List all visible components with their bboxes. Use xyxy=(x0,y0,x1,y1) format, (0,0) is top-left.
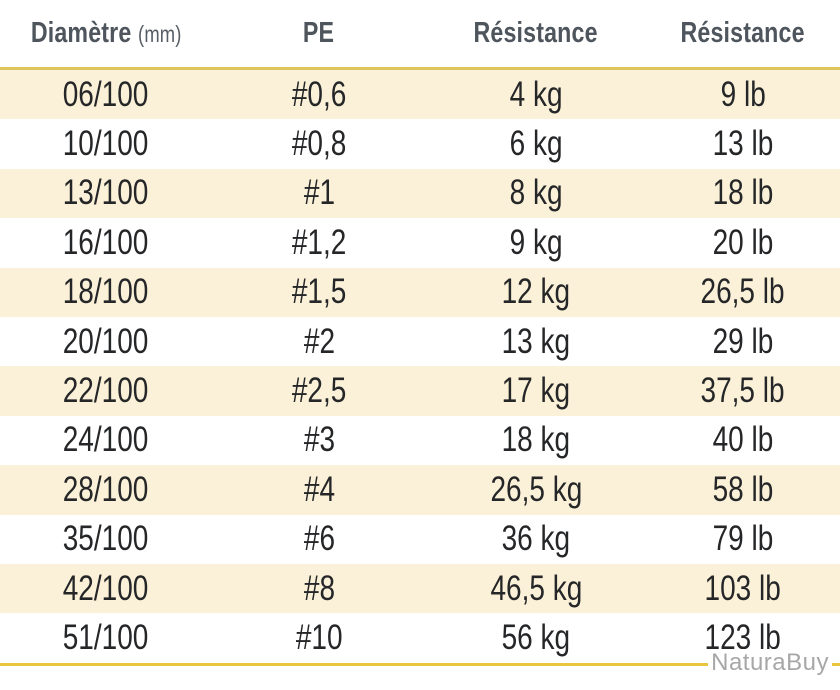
cell-diametre: 51/100 xyxy=(63,617,149,657)
table-row: 42/100 #8 46,5 kg 103 lb xyxy=(0,563,840,614)
cell-resistance-lb: 18 lb xyxy=(712,173,774,213)
cell-pe: #1,5 xyxy=(291,272,347,312)
header-rule-line xyxy=(0,67,840,70)
cell-pe: #0,6 xyxy=(291,74,347,114)
cell-pe: #2 xyxy=(303,321,335,361)
cell-diametre: 16/100 xyxy=(63,222,149,262)
table-row: 16/100 #1,2 9 kg 20 lb xyxy=(0,218,840,268)
table-body: 06/100 #0,6 4 kg 9 lb 10/100 #0,8 6 kg 1… xyxy=(0,70,840,663)
cell-diametre: 18/100 xyxy=(63,272,149,312)
cell-pe: #3 xyxy=(303,420,335,460)
cell-resistance-kg: 36 kg xyxy=(501,519,571,559)
cell-diametre: 35/100 xyxy=(63,519,149,559)
column-header-diametre-unit: (mm) xyxy=(137,21,182,47)
column-header-resistance-lb: Résistance xyxy=(680,17,806,49)
cell-resistance-kg: 13 kg xyxy=(501,321,571,361)
cell-resistance-kg: 18 kg xyxy=(501,420,571,460)
cell-diametre: 22/100 xyxy=(63,371,149,411)
table-row: 10/100 #0,8 6 kg 13 lb xyxy=(0,119,840,169)
table-row: 20/100 #2 13 kg 29 lb xyxy=(0,316,840,367)
cell-resistance-kg: 4 kg xyxy=(509,74,563,114)
cell-resistance-lb: 40 lb xyxy=(712,420,774,460)
cell-resistance-kg: 17 kg xyxy=(501,371,571,411)
cell-resistance-lb: 9 lb xyxy=(720,74,766,114)
table-header-row: Diamètre (mm) PE Résistance Résistance xyxy=(0,0,840,67)
cell-resistance-lb: 20 lb xyxy=(712,222,774,262)
cell-resistance-lb: 37,5 lb xyxy=(700,371,786,411)
cell-diametre: 13/100 xyxy=(63,173,149,213)
cell-pe: #6 xyxy=(303,519,335,559)
table-row: 35/100 #6 36 kg 79 lb xyxy=(0,514,840,564)
table-row: 51/100 #10 56 kg 123 lb xyxy=(0,613,840,663)
column-header-pe: PE xyxy=(303,17,335,49)
naturabuy-watermark: NaturaBuy xyxy=(708,648,832,676)
cell-resistance-kg: 26,5 kg xyxy=(490,469,582,509)
cell-pe: #0,8 xyxy=(291,124,347,164)
cell-resistance-lb: 13 lb xyxy=(712,124,774,164)
cell-pe: #4 xyxy=(303,469,335,509)
cell-diametre: 10/100 xyxy=(63,124,149,164)
cell-resistance-lb: 29 lb xyxy=(712,321,774,361)
cell-resistance-kg: 56 kg xyxy=(501,617,571,657)
cell-resistance-kg: 46,5 kg xyxy=(490,568,582,608)
table-row: 22/100 #2,5 17 kg 37,5 lb xyxy=(0,366,840,416)
cell-pe: #8 xyxy=(303,568,335,608)
table-row: 28/100 #4 26,5 kg 58 lb xyxy=(0,465,840,515)
cell-diametre: 24/100 xyxy=(63,420,149,460)
cell-diametre: 28/100 xyxy=(63,469,149,509)
cell-pe: #2,5 xyxy=(291,371,347,411)
cell-resistance-kg: 6 kg xyxy=(509,124,563,164)
cell-pe: #1,2 xyxy=(291,222,347,262)
bottom-rule-line: NaturaBuy xyxy=(0,648,840,676)
column-header-resistance-kg: Résistance xyxy=(473,17,599,49)
column-header-diametre-label: Diamètre xyxy=(30,17,132,49)
cell-resistance-lb: 58 lb xyxy=(712,469,774,509)
column-header-diametre: Diamètre (mm) xyxy=(0,17,212,50)
cell-resistance-kg: 9 kg xyxy=(509,222,563,262)
table-row: 18/100 #1,5 12 kg 26,5 lb xyxy=(0,267,840,317)
cell-diametre: 42/100 xyxy=(63,568,149,608)
cell-diametre: 06/100 xyxy=(63,74,149,114)
cell-resistance-kg: 8 kg xyxy=(509,173,563,213)
cell-resistance-lb: 26,5 lb xyxy=(700,272,786,312)
cell-pe: #10 xyxy=(295,617,343,657)
cell-resistance-lb: 79 lb xyxy=(712,519,774,559)
cell-resistance-kg: 12 kg xyxy=(501,272,571,312)
table-row: 06/100 #0,6 4 kg 9 lb xyxy=(0,70,840,120)
cell-diametre: 20/100 xyxy=(63,321,149,361)
table-row: 24/100 #3 18 kg 40 lb xyxy=(0,415,840,466)
cell-resistance-lb: 103 lb xyxy=(704,568,782,608)
cell-pe: #1 xyxy=(303,173,335,213)
table-row: 13/100 #1 8 kg 18 lb xyxy=(0,168,840,219)
